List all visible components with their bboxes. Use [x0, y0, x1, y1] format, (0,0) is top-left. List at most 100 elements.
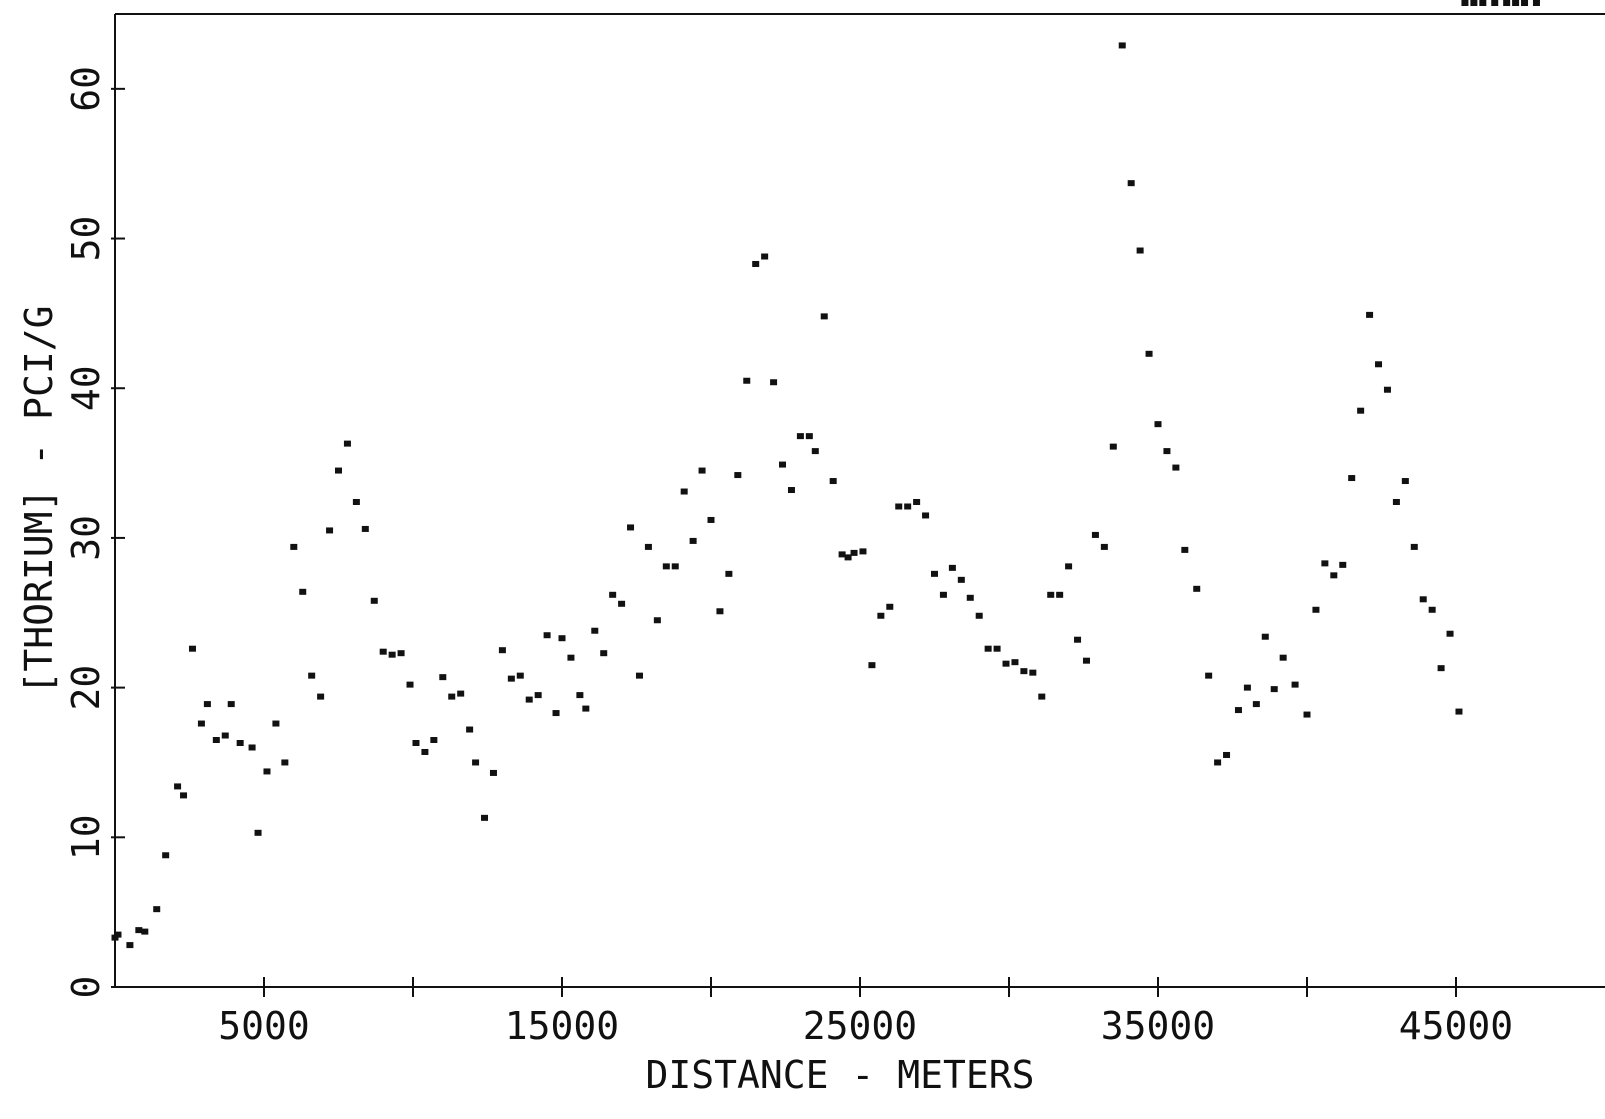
data-point	[174, 783, 182, 790]
data-point	[352, 498, 360, 505]
data-point	[397, 650, 405, 657]
data-point	[1470, 0, 1478, 6]
data-point	[558, 635, 566, 642]
data-point	[844, 554, 852, 561]
data-point	[716, 608, 724, 615]
data-point	[1461, 0, 1469, 6]
data-point	[957, 576, 965, 583]
data-point	[1366, 311, 1374, 318]
data-point	[370, 597, 378, 604]
data-point	[913, 498, 921, 505]
data-point	[227, 701, 235, 708]
data-point	[481, 814, 489, 821]
data-point	[1419, 596, 1427, 603]
data-point	[811, 448, 819, 455]
data-point	[984, 645, 992, 652]
data-point	[993, 645, 1001, 652]
data-point	[466, 726, 474, 733]
data-point	[236, 740, 244, 747]
data-point	[412, 740, 420, 747]
data-point	[787, 487, 795, 494]
x-tick-label: 25000	[803, 1004, 917, 1048]
y-tick-label: 60	[64, 66, 108, 112]
x-tick-label: 15000	[505, 1004, 619, 1048]
data-point	[1348, 475, 1356, 482]
data-point	[1082, 657, 1090, 664]
data-point	[1479, 0, 1487, 6]
data-point	[126, 942, 134, 949]
data-point	[212, 737, 220, 744]
data-point	[653, 617, 661, 624]
data-point	[543, 632, 551, 639]
data-point	[600, 650, 608, 657]
data-point	[188, 645, 196, 652]
data-point	[752, 260, 760, 267]
data-point	[671, 563, 679, 570]
data-point	[1521, 0, 1529, 6]
data-point	[576, 692, 584, 699]
y-tick-label: 40	[64, 365, 108, 411]
data-point	[948, 564, 956, 571]
data-point	[317, 693, 325, 700]
data-point	[1214, 759, 1222, 766]
data-point	[707, 516, 715, 523]
data-point	[361, 525, 369, 532]
data-point	[203, 701, 211, 708]
data-point	[609, 591, 617, 598]
data-point	[1065, 563, 1073, 570]
x-axis-label: DISTANCE - METERS	[646, 1053, 1035, 1097]
data-point	[290, 543, 298, 550]
data-point	[895, 503, 903, 510]
y-tick-label: 30	[64, 515, 108, 561]
data-point	[829, 478, 837, 485]
data-point	[1127, 180, 1135, 187]
data-point	[922, 512, 930, 519]
data-point	[1330, 572, 1338, 579]
data-point	[591, 627, 599, 634]
data-point	[406, 681, 414, 688]
data-point	[343, 440, 351, 447]
data-point	[1011, 659, 1019, 666]
plot-frame	[114, 13, 1605, 988]
data-point	[1446, 630, 1454, 637]
data-point	[868, 662, 876, 669]
data-point	[388, 651, 396, 658]
data-point	[1193, 585, 1201, 592]
data-point	[1038, 693, 1046, 700]
data-point	[489, 769, 497, 776]
data-point	[1491, 0, 1499, 6]
data-point	[1252, 701, 1260, 708]
data-point	[975, 612, 983, 619]
data-point	[1109, 443, 1117, 450]
data-point	[644, 543, 652, 550]
data-point	[805, 433, 813, 440]
data-point	[1091, 531, 1099, 538]
data-point	[308, 672, 316, 679]
data-point	[966, 594, 974, 601]
x-tick-label: 35000	[1101, 1004, 1215, 1048]
data-point	[1234, 707, 1242, 714]
data-point	[1047, 591, 1055, 598]
data-point	[618, 600, 626, 607]
data-point	[114, 931, 122, 938]
data-point	[153, 906, 161, 913]
x-axis-ticks: 5000 15000 25000 35000 45000	[218, 977, 1513, 1048]
data-point	[1383, 386, 1391, 393]
data-point	[1532, 0, 1540, 6]
data-point	[1145, 350, 1153, 357]
data-point	[439, 674, 447, 681]
data-point	[248, 744, 256, 751]
data-point	[197, 720, 205, 727]
data-point	[1020, 668, 1028, 675]
x-tick-label: 45000	[1399, 1004, 1513, 1048]
data-point	[430, 737, 438, 744]
data-point	[662, 563, 670, 570]
data-point	[1261, 633, 1269, 640]
data-point	[516, 672, 524, 679]
data-point	[1118, 42, 1126, 49]
data-point	[448, 693, 456, 700]
data-point	[135, 927, 143, 934]
y-axis-ticks: 0 10 20 30 40 50 60	[64, 66, 125, 998]
data-points	[111, 0, 1540, 949]
